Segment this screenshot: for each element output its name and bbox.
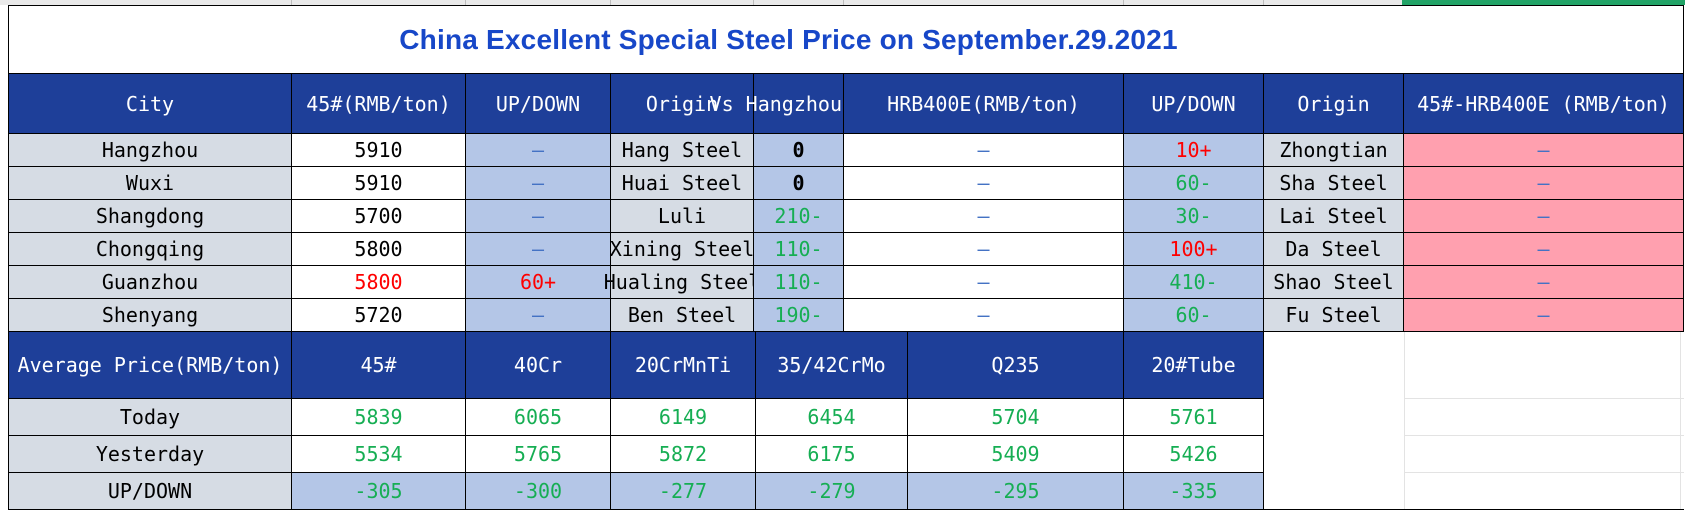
updown-45-cell[interactable]: – [466, 167, 611, 200]
vs-hangzhou-cell[interactable]: 210- [754, 200, 844, 233]
diff-45-hrb400e-cell[interactable]: – [1404, 266, 1684, 299]
sheet-top-strip [0, 0, 1685, 5]
price-45-cell[interactable]: 5700 [292, 200, 466, 233]
origin-45-cell[interactable]: Hang Steel [611, 134, 754, 167]
origin-45-cell[interactable]: Xining Steel [610, 233, 754, 266]
origin-45-cell[interactable]: Hualing Steel [604, 266, 760, 299]
avg-row-label[interactable]: Yesterday [9, 436, 292, 473]
avg-value-cell[interactable]: -335 [1124, 473, 1264, 510]
price-hrb400e-cell[interactable]: – [844, 266, 1124, 299]
price-table: China Excellent Special Steel Price on S… [8, 5, 1684, 510]
column-header-updown-45[interactable]: UP/DOWN [466, 74, 611, 134]
avg-value-cell[interactable]: 5534 [292, 436, 466, 473]
avg-value-cell[interactable]: -277 [611, 473, 756, 510]
avg-header-q235[interactable]: Q235 [908, 332, 1124, 399]
diff-45-hrb400e-cell[interactable]: – [1404, 200, 1684, 233]
avg-header-3542crmo[interactable]: 35/42CrMo [756, 332, 908, 399]
avg-value-cell[interactable]: 5761 [1124, 399, 1264, 436]
vs-hangzhou-cell[interactable]: 110- [754, 233, 844, 266]
city-cell[interactable]: Guanzhou [9, 266, 292, 299]
avg-value-cell[interactable]: 6065 [466, 399, 611, 436]
price-hrb400e-cell[interactable]: – [844, 200, 1124, 233]
price-45-cell[interactable]: 5910 [292, 134, 466, 167]
price-hrb400e-cell[interactable]: – [844, 167, 1124, 200]
updown-45-cell[interactable]: – [466, 200, 611, 233]
origin-45-cell[interactable]: Huai Steel [611, 167, 754, 200]
origin-hrb400e-cell[interactable]: Fu Steel [1264, 299, 1404, 332]
average-price-table: Average Price(RMB/ton) 45# 40Cr 20CrMnTi… [9, 332, 1684, 510]
avg-value-cell[interactable]: 5409 [908, 436, 1124, 473]
updown-45-cell[interactable]: – [466, 233, 611, 266]
avg-value-cell[interactable]: 5765 [466, 436, 611, 473]
origin-hrb400e-cell[interactable]: Lai Steel [1264, 200, 1404, 233]
avg-value-cell[interactable]: 6149 [611, 399, 756, 436]
avg-row-label[interactable]: UP/DOWN [9, 473, 292, 510]
avg-header-45[interactable]: 45# [292, 332, 466, 399]
selected-column-highlight [1402, 0, 1685, 5]
avg-value-cell[interactable]: 5426 [1124, 436, 1264, 473]
updown-45-cell[interactable]: 60+ [466, 266, 611, 299]
column-header-city[interactable]: City [9, 74, 292, 134]
avg-value-cell[interactable]: 5839 [292, 399, 466, 436]
city-cell[interactable]: Hangzhou [9, 134, 292, 167]
origin-hrb400e-cell[interactable]: Da Steel [1264, 233, 1404, 266]
column-header-hrb400e[interactable]: HRB400E(RMB/ton) [844, 74, 1124, 134]
city-cell[interactable]: Chongqing [9, 233, 292, 266]
price-45-cell[interactable]: 5720 [292, 299, 466, 332]
avg-value-cell[interactable]: 6175 [756, 436, 908, 473]
origin-45-cell[interactable]: Ben Steel [611, 299, 754, 332]
city-cell[interactable]: Shangdong [9, 200, 292, 233]
origin-hrb400e-cell[interactable]: Shao Steel [1264, 266, 1404, 299]
avg-value-cell[interactable]: 6454 [756, 399, 908, 436]
updown-hrb400e-cell[interactable]: 10+ [1124, 134, 1264, 167]
column-header-diff[interactable]: 45#-HRB400E (RMB/ton) [1404, 74, 1684, 134]
diff-45-hrb400e-cell[interactable]: – [1404, 299, 1684, 332]
column-header-origin-45[interactable]: Origin [611, 74, 754, 134]
page-title: China Excellent Special Steel Price on S… [399, 23, 1178, 55]
diff-45-hrb400e-cell[interactable]: – [1404, 134, 1684, 167]
price-hrb400e-cell[interactable]: – [844, 233, 1124, 266]
vs-hangzhou-cell[interactable]: 0 [754, 134, 844, 167]
vs-hangzhou-cell[interactable]: 0 [754, 167, 844, 200]
origin-hrb400e-cell[interactable]: Sha Steel [1264, 167, 1404, 200]
column-header-updown-hrb400e[interactable]: UP/DOWN [1124, 74, 1264, 134]
avg-value-cell[interactable]: -305 [292, 473, 466, 510]
avg-header-20crmnti[interactable]: 20CrMnTi [611, 332, 756, 399]
column-header-origin-hrb400e[interactable]: Origin [1264, 74, 1404, 134]
origin-45-cell[interactable]: Luli [611, 200, 754, 233]
vs-hangzhou-cell[interactable]: 190- [754, 299, 844, 332]
updown-hrb400e-cell[interactable]: 60- [1124, 167, 1264, 200]
price-45-cell[interactable]: 5910 [292, 167, 466, 200]
avg-value-cell[interactable]: 5872 [611, 436, 756, 473]
updown-45-cell[interactable]: – [466, 299, 611, 332]
empty-area [1264, 332, 1684, 510]
diff-45-hrb400e-cell[interactable]: – [1404, 167, 1684, 200]
city-cell[interactable]: Wuxi [9, 167, 292, 200]
avg-row-label[interactable]: Today [9, 399, 292, 436]
avg-value-cell[interactable]: -279 [756, 473, 908, 510]
price-45-cell[interactable]: 5800 [292, 266, 466, 299]
updown-hrb400e-cell[interactable]: 60- [1124, 299, 1264, 332]
price-hrb400e-cell[interactable]: – [844, 134, 1124, 167]
avg-value-cell[interactable]: 5704 [908, 399, 1124, 436]
updown-hrb400e-cell[interactable]: 100+ [1124, 233, 1264, 266]
city-cell[interactable]: Shenyang [9, 299, 292, 332]
avg-value-cell[interactable]: -295 [908, 473, 1124, 510]
updown-hrb400e-cell[interactable]: 30- [1124, 200, 1264, 233]
updown-45-cell[interactable]: – [466, 134, 611, 167]
column-header-45[interactable]: 45#(RMB/ton) [292, 74, 466, 134]
avg-value-cell[interactable]: -300 [466, 473, 611, 510]
avg-header-20tube[interactable]: 20#Tube [1124, 332, 1264, 399]
avg-header-label[interactable]: Average Price(RMB/ton) [9, 332, 292, 399]
price-45-cell[interactable]: 5800 [292, 233, 466, 266]
avg-header-40cr[interactable]: 40Cr [466, 332, 611, 399]
vs-hangzhou-cell[interactable]: 110- [754, 266, 844, 299]
title-row: China Excellent Special Steel Price on S… [9, 6, 1684, 74]
updown-hrb400e-cell[interactable]: 410- [1124, 266, 1264, 299]
column-header-vs-hangzhou[interactable]: Vs Hangzhou [710, 74, 844, 134]
diff-45-hrb400e-cell[interactable]: – [1404, 233, 1684, 266]
price-hrb400e-cell[interactable]: – [844, 299, 1124, 332]
origin-hrb400e-cell[interactable]: Zhongtian [1264, 134, 1404, 167]
